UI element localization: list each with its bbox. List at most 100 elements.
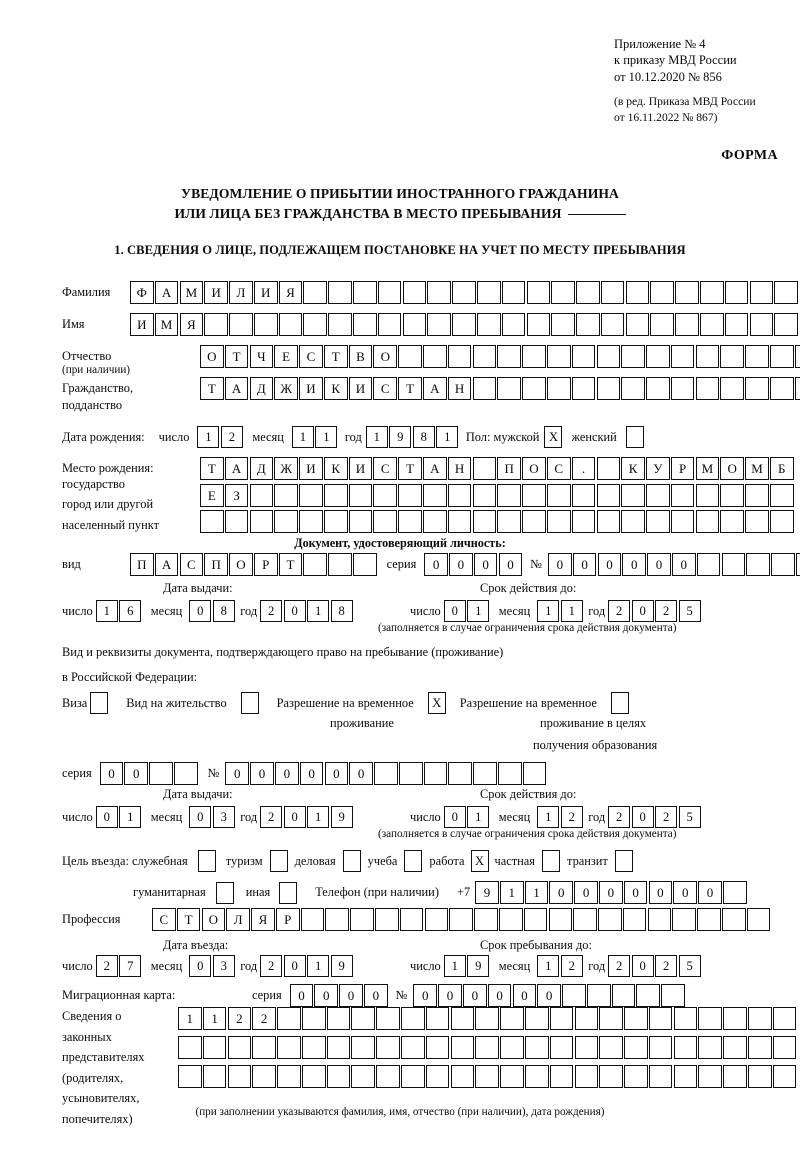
char-cell[interactable]: Д <box>249 377 274 400</box>
char-cell[interactable] <box>249 510 274 533</box>
char-cell[interactable]: . <box>571 457 596 480</box>
char-cell[interactable] <box>373 510 398 533</box>
char-cell[interactable]: М <box>179 281 204 304</box>
char-cell[interactable] <box>326 1036 351 1059</box>
date-cell[interactable]: 1 <box>467 806 490 828</box>
char-cell[interactable] <box>673 1007 698 1030</box>
char-cell[interactable] <box>622 908 647 931</box>
sex-male-checkbox[interactable]: X <box>544 426 563 448</box>
char-cell[interactable] <box>586 984 611 1007</box>
char-cell[interactable]: О <box>229 553 253 576</box>
date-cell[interactable]: 0 <box>283 955 306 977</box>
char-cell[interactable] <box>200 510 224 533</box>
char-cell[interactable] <box>425 1036 450 1059</box>
char-cell[interactable] <box>747 1036 772 1059</box>
char-cell[interactable]: Т <box>224 345 249 368</box>
char-cell[interactable]: С <box>373 457 398 480</box>
char-cell[interactable] <box>574 1065 599 1088</box>
purpose-work-checkbox[interactable]: X <box>470 850 489 872</box>
char-cell[interactable] <box>497 484 521 507</box>
char-cell[interactable]: 0 <box>673 881 697 904</box>
date-cell[interactable]: 0 <box>189 955 212 977</box>
char-cell[interactable]: 2 <box>227 1007 252 1030</box>
date-cell[interactable]: 0 <box>443 600 466 622</box>
date-cell[interactable]: 9 <box>389 426 412 448</box>
char-cell[interactable] <box>795 553 800 576</box>
char-cell[interactable]: А <box>423 457 447 480</box>
char-cell[interactable] <box>325 908 350 931</box>
char-cell[interactable] <box>498 762 522 785</box>
char-cell[interactable]: П <box>497 457 521 480</box>
char-cell[interactable] <box>174 762 198 785</box>
char-cell[interactable] <box>500 1007 524 1030</box>
char-cell[interactable]: 2 <box>252 1007 276 1030</box>
char-cell[interactable] <box>611 984 636 1007</box>
date-cell[interactable]: 2 <box>608 600 631 622</box>
char-cell[interactable]: Т <box>200 457 224 480</box>
char-cell[interactable]: 0 <box>548 553 572 576</box>
char-cell[interactable] <box>353 281 377 304</box>
char-cell[interactable]: 0 <box>498 553 523 576</box>
char-cell[interactable] <box>598 908 622 931</box>
char-cell[interactable]: Я <box>278 281 303 304</box>
char-cell[interactable] <box>745 484 769 507</box>
char-cell[interactable] <box>774 281 798 304</box>
char-cell[interactable] <box>548 908 573 931</box>
char-cell[interactable] <box>546 510 571 533</box>
char-cell[interactable] <box>624 1065 648 1088</box>
char-cell[interactable]: 0 <box>574 881 598 904</box>
char-cell[interactable]: 0 <box>314 984 339 1007</box>
char-cell[interactable]: Е <box>274 345 298 368</box>
char-cell[interactable] <box>474 908 498 931</box>
char-cell[interactable] <box>599 1007 623 1030</box>
char-cell[interactable] <box>549 1036 574 1059</box>
char-cell[interactable] <box>425 1065 450 1088</box>
char-cell[interactable] <box>749 313 774 336</box>
char-cell[interactable]: Н <box>447 457 472 480</box>
char-cell[interactable] <box>699 281 724 304</box>
char-cell[interactable] <box>571 377 596 400</box>
char-cell[interactable]: С <box>299 345 323 368</box>
char-cell[interactable]: С <box>152 908 176 931</box>
char-cell[interactable]: У <box>646 457 670 480</box>
sex-female-checkbox[interactable] <box>625 426 644 448</box>
char-cell[interactable] <box>546 484 571 507</box>
char-cell[interactable]: 1 <box>499 881 524 904</box>
char-cell[interactable] <box>771 553 795 576</box>
date-cell[interactable]: 5 <box>678 600 701 622</box>
char-cell[interactable] <box>353 553 377 576</box>
char-cell[interactable]: 0 <box>339 984 363 1007</box>
date-cell[interactable]: 6 <box>119 600 142 622</box>
char-cell[interactable] <box>401 1007 425 1030</box>
date-cell[interactable]: 1 <box>95 600 118 622</box>
char-cell[interactable]: 9 <box>475 881 499 904</box>
char-cell[interactable] <box>646 484 670 507</box>
date-cell[interactable]: 1 <box>443 955 466 977</box>
char-cell[interactable] <box>576 313 600 336</box>
char-cell[interactable]: 0 <box>124 762 149 785</box>
purpose-humanitarian-checkbox[interactable] <box>215 881 234 904</box>
temp-edu-checkbox[interactable] <box>610 692 629 714</box>
char-cell[interactable]: Т <box>200 377 224 400</box>
char-cell[interactable] <box>377 281 402 304</box>
char-cell[interactable] <box>745 510 769 533</box>
char-cell[interactable] <box>551 313 575 336</box>
char-cell[interactable] <box>524 1036 549 1059</box>
char-cell[interactable] <box>399 908 424 931</box>
purpose-transit-checkbox[interactable] <box>614 850 633 872</box>
char-cell[interactable] <box>501 281 526 304</box>
date-cell[interactable]: 1 <box>197 426 220 448</box>
char-cell[interactable] <box>600 313 625 336</box>
char-cell[interactable] <box>673 1036 698 1059</box>
char-cell[interactable] <box>722 881 747 904</box>
char-cell[interactable]: 0 <box>463 984 487 1007</box>
char-cell[interactable] <box>661 984 685 1007</box>
char-cell[interactable] <box>647 908 672 931</box>
char-cell[interactable]: А <box>154 553 179 576</box>
char-cell[interactable] <box>636 984 661 1007</box>
char-cell[interactable] <box>696 553 721 576</box>
char-cell[interactable] <box>695 345 720 368</box>
char-cell[interactable]: И <box>299 377 323 400</box>
char-cell[interactable] <box>402 281 427 304</box>
char-cell[interactable] <box>328 553 352 576</box>
